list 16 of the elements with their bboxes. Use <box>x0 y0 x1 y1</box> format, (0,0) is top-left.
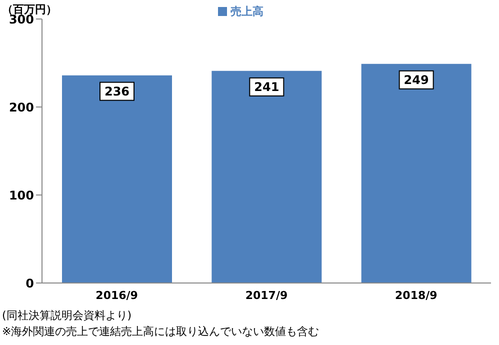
y-tick-label: 0 <box>26 276 34 290</box>
y-axis-title: （百万円） <box>2 2 57 16</box>
bar <box>361 64 472 283</box>
data-label: 236 <box>104 84 130 98</box>
legend-label: 売上高 <box>230 5 264 18</box>
x-tick-label: 2017/9 <box>245 288 288 302</box>
data-label: 241 <box>254 80 280 94</box>
data-label: 249 <box>404 72 429 87</box>
text: ※海外関連の売上で連結売上高には取り込んでいない数値も含む <box>2 324 320 340</box>
bar <box>212 70 322 283</box>
x-tick-label: 2016/9 <box>96 288 138 302</box>
y-tick-label: 100 <box>8 188 34 202</box>
x-tick-label: 2018/9 <box>395 288 438 302</box>
bar <box>62 75 172 283</box>
text: (同社決算説明会資料より) <box>2 308 133 324</box>
y-tick-label: 200 <box>8 100 34 114</box>
